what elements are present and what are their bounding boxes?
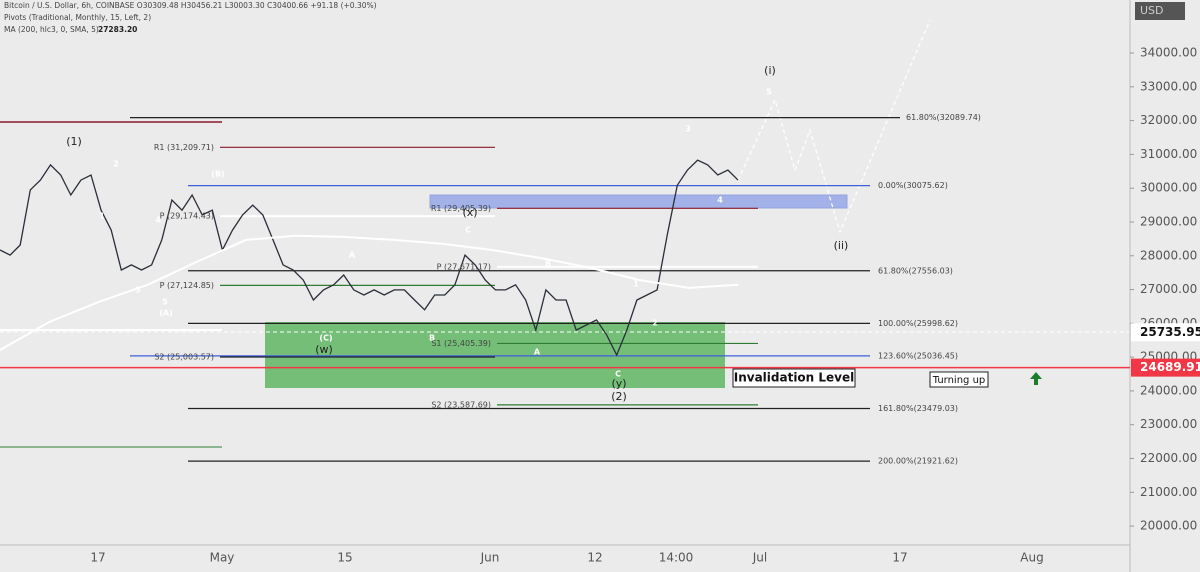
wave-label: 2 bbox=[113, 160, 119, 169]
wave-label: (C) bbox=[319, 334, 332, 343]
wave-label: B bbox=[545, 260, 551, 269]
price-line bbox=[0, 159, 739, 357]
wave-label: 5 bbox=[162, 298, 168, 307]
wave-label: (y) bbox=[611, 377, 626, 390]
y-tick-label: 22000.00 bbox=[1140, 451, 1197, 465]
wave-label: (i) bbox=[764, 64, 776, 77]
wave-label: A bbox=[349, 251, 356, 260]
wave-label: (ii) bbox=[834, 239, 849, 252]
x-tick-label: 15 bbox=[337, 551, 352, 565]
level-label: 123.60%(25036.45) bbox=[878, 351, 958, 360]
wave-label: 4 bbox=[155, 216, 161, 225]
wave-label: (2) bbox=[611, 390, 627, 403]
price-tag-label: 25735.95 bbox=[1140, 325, 1200, 339]
wave-label: A bbox=[534, 348, 541, 357]
x-tick-label: 12 bbox=[587, 551, 602, 565]
y-tick-label: 32000.00 bbox=[1140, 113, 1197, 127]
zone-box bbox=[265, 322, 725, 388]
y-tick-label: 24000.00 bbox=[1140, 383, 1197, 397]
resistance-box bbox=[429, 194, 848, 209]
wave-label: (A) bbox=[159, 309, 173, 318]
y-tick-label: 31000.00 bbox=[1140, 147, 1197, 161]
note-box bbox=[732, 368, 856, 388]
symbol-info: Bitcoin / U.S. Dollar, 6h, COINBASE O303… bbox=[4, 1, 377, 10]
turning-note: Turning up bbox=[932, 375, 986, 386]
pivots-info: Pivots (Traditional, Monthly, 15, Left, … bbox=[4, 13, 151, 22]
pivot-label: R1 (31,209.71) bbox=[154, 143, 214, 152]
pivot-label: S2 (25,003.57) bbox=[154, 353, 214, 362]
projection bbox=[737, 19, 931, 234]
invalidation-note: Invalidation Level bbox=[734, 371, 855, 385]
y-tick-label: 27000.00 bbox=[1140, 282, 1197, 296]
wave-label: 5 bbox=[766, 88, 772, 97]
wave-label: (B) bbox=[211, 170, 224, 179]
wave-label: (w) bbox=[315, 343, 333, 356]
x-tick-label: 17 bbox=[892, 551, 907, 565]
wave-label: B bbox=[429, 334, 435, 343]
pivot-label: R1 (29,405.39) bbox=[431, 204, 491, 213]
y-tick-label: 21000.00 bbox=[1140, 485, 1197, 499]
wave-label: (x) bbox=[462, 206, 477, 219]
wave-label: 2 bbox=[652, 319, 658, 328]
level-label: 0.00%(30075.62) bbox=[878, 181, 948, 190]
currency-badge bbox=[1135, 2, 1185, 20]
price-axis bbox=[1130, 0, 1200, 545]
pivot-label: P (27,124.85) bbox=[160, 281, 214, 290]
moving-average bbox=[0, 234, 739, 351]
y-tick-label: 20000.00 bbox=[1140, 519, 1197, 533]
price-tag bbox=[1131, 323, 1200, 342]
wave-label: 4 bbox=[717, 196, 723, 205]
level-label: 161.80%(23479.03) bbox=[878, 404, 958, 413]
wave-label: C bbox=[615, 370, 621, 379]
price-tag-label: 24689.91 bbox=[1140, 360, 1200, 374]
level-label: 200.00%(21921.62) bbox=[878, 457, 958, 466]
x-tick-label: 17 bbox=[90, 551, 105, 565]
x-tick-label: Jun bbox=[480, 551, 500, 565]
y-tick-label: 34000.00 bbox=[1140, 46, 1197, 60]
currency: USD bbox=[1140, 4, 1164, 17]
pivot-label: P (29,174.43) bbox=[160, 212, 214, 221]
x-tick-label: Jul bbox=[752, 551, 767, 565]
y-tick-label: 29000.00 bbox=[1140, 214, 1197, 228]
up-arrow bbox=[1030, 372, 1042, 385]
pivot-label: S1 (25,405.39) bbox=[431, 339, 491, 348]
wave-label: 1 bbox=[99, 212, 105, 221]
price-tag bbox=[1131, 358, 1200, 377]
ma-value: 27283.20 bbox=[98, 25, 137, 34]
level-label: 61.80%(32089.74) bbox=[906, 113, 981, 122]
x-tick-label: Aug bbox=[1020, 551, 1043, 565]
y-tick-label: 28000.00 bbox=[1140, 248, 1197, 262]
level-label: 61.80%(27556.03) bbox=[878, 266, 953, 275]
wave-label: 3 bbox=[135, 286, 141, 295]
wave-label: 3 bbox=[685, 125, 691, 134]
x-tick-label: May bbox=[210, 551, 235, 565]
wave-label: 1 bbox=[633, 280, 639, 289]
wave-label: (1) bbox=[66, 135, 82, 148]
wave-label: C bbox=[465, 226, 471, 235]
level-label: 100.00%(25998.62) bbox=[878, 319, 958, 328]
y-tick-label: 23000.00 bbox=[1140, 417, 1197, 431]
x-tick-label: 14:00 bbox=[659, 551, 694, 565]
y-tick-label: 33000.00 bbox=[1140, 79, 1197, 93]
ma-info: MA (200, hlc3, 0, SMA, 5) bbox=[4, 25, 99, 34]
note-box bbox=[929, 371, 989, 388]
y-tick-label: 30000.00 bbox=[1140, 181, 1197, 195]
pivot-label: S2 (23,587.69) bbox=[431, 400, 491, 409]
pivot-label: P (27,671.17) bbox=[437, 262, 491, 271]
